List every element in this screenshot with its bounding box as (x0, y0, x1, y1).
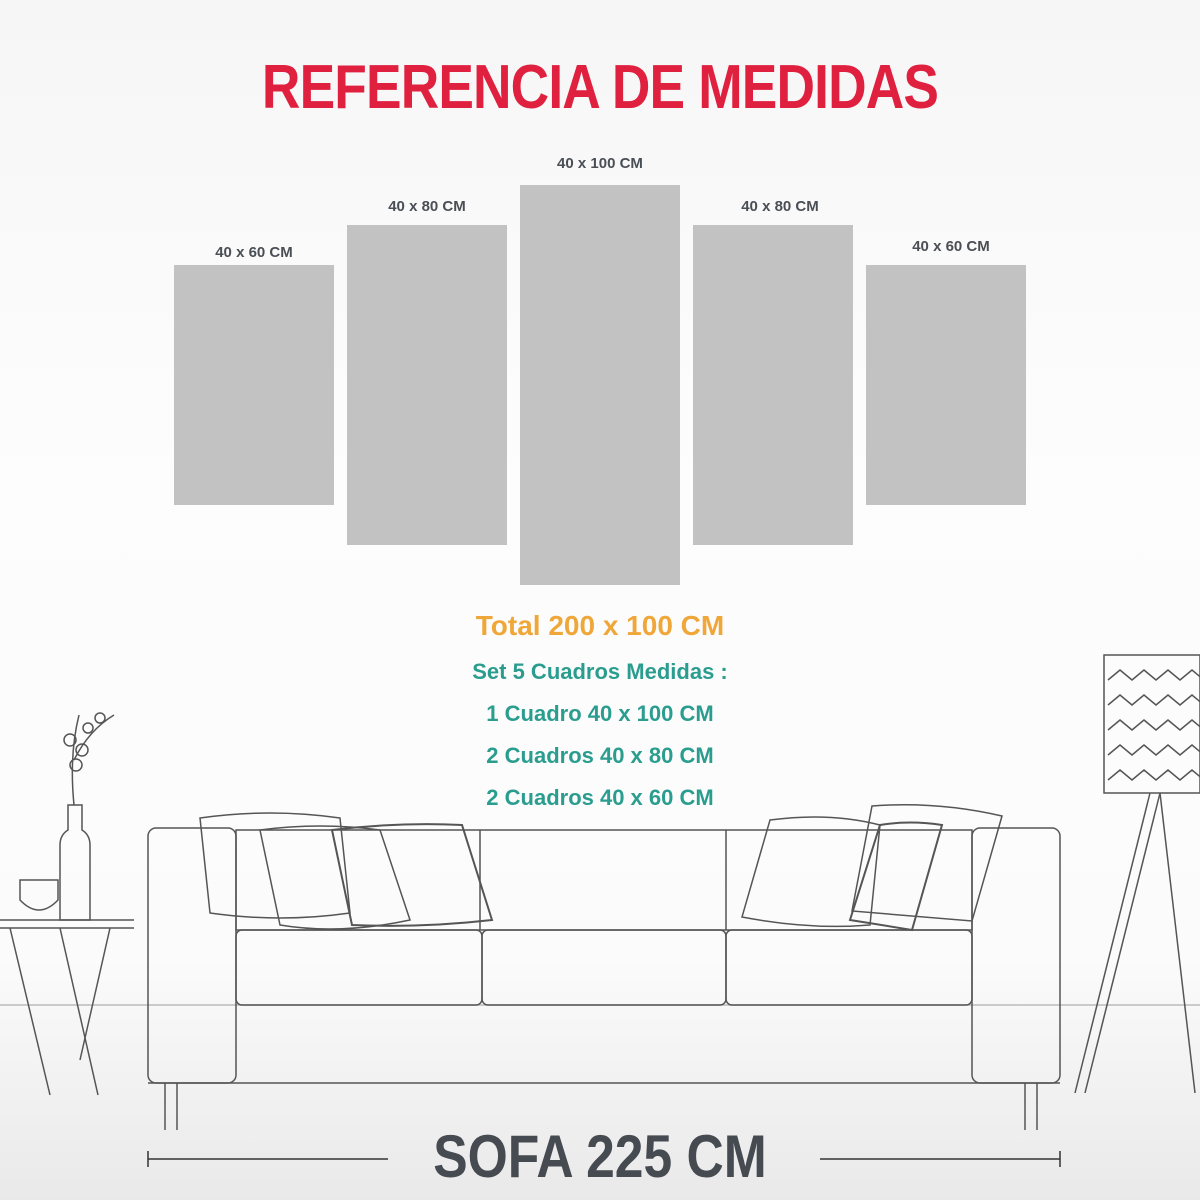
panel-1 (174, 265, 334, 505)
panel-label: 40 x 100 CM (557, 155, 643, 172)
panel-label: 40 x 80 CM (388, 198, 466, 215)
panel-3 (520, 185, 680, 585)
sofa-dimension-line (147, 1151, 1061, 1167)
sofa (147, 804, 1061, 1130)
sofa-size-label: SOFA 225 CM (433, 1123, 767, 1190)
panel-4 (693, 225, 853, 545)
total-size: Total 200 x 100 CM (475, 610, 725, 641)
panel-label: 40 x 80 CM (741, 198, 819, 215)
set-item: 2 Cuadros 40 x 60 CM (486, 785, 714, 810)
panel-2 (347, 225, 507, 545)
set-item: 2 Cuadros 40 x 80 CM (486, 743, 714, 768)
set-heading: Set 5 Cuadros Medidas : (472, 659, 728, 684)
set-item: 1 Cuadro 40 x 100 CM (486, 701, 714, 726)
page-title: REFERENCIA DE MEDIDAS (261, 53, 939, 122)
panel-label: 40 x 60 CM (912, 238, 990, 255)
floor-lamp (1074, 654, 1200, 1094)
side-table (0, 712, 134, 1096)
panel-5 (866, 265, 1026, 505)
panel-label: 40 x 60 CM (215, 244, 293, 261)
